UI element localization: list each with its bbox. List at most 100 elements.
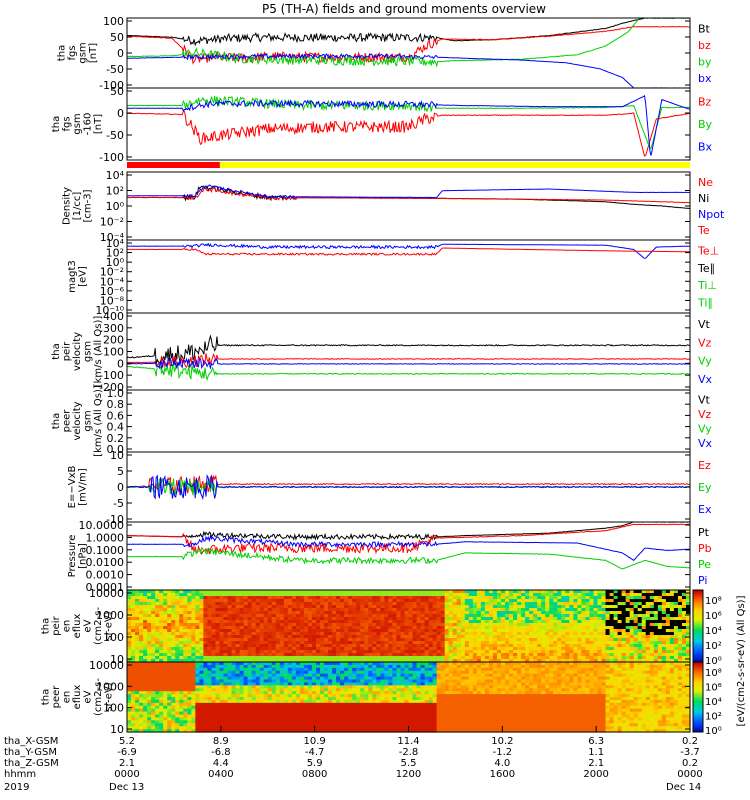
heatmap-cell [235, 685, 241, 689]
heatmap-cell [460, 647, 466, 651]
heatmap-cell [239, 708, 245, 713]
heatmap-cell [271, 617, 277, 621]
heatmap-cell [633, 608, 639, 612]
heatmap-cell [183, 620, 188, 624]
heatmap-cell [356, 656, 361, 660]
heatmap-cell [243, 726, 249, 730]
heatmap-cell [557, 626, 562, 630]
series-line-npot [127, 184, 690, 199]
heatmap-cell [673, 620, 679, 624]
heatmap-cell [589, 641, 595, 645]
heatmap-cell [251, 635, 257, 639]
y-axis-label-line: gsm [83, 341, 94, 362]
heatmap-cell [175, 638, 180, 642]
heatmap-cell [235, 620, 241, 624]
heatmap-cell [187, 685, 192, 689]
heatmap-cell [376, 599, 381, 603]
heatmap-cell [324, 685, 329, 689]
heatmap-cell [239, 620, 245, 624]
heatmap-cell [625, 626, 631, 630]
heatmap-cell [484, 626, 490, 630]
heatmap-cell [299, 667, 305, 672]
heatmap-cell [384, 620, 389, 624]
heatmap-cell [243, 702, 249, 707]
heatmap-cell [424, 611, 430, 615]
heatmap-cell [139, 667, 144, 672]
heatmap-cell [191, 729, 196, 733]
series-line-bx [127, 52, 690, 88]
heatmap-cell [143, 676, 148, 681]
heatmap-cell [513, 599, 518, 603]
heatmap-cell [436, 650, 442, 654]
heatmap-cell [303, 608, 309, 612]
heatmap-cell [625, 647, 631, 651]
heatmap-cell [307, 653, 313, 657]
heatmap-cell [247, 617, 253, 621]
heatmap-cell [159, 635, 164, 639]
heatmap-cell [416, 593, 422, 597]
heatmap-cell [472, 596, 478, 600]
heatmap-cell [613, 626, 619, 630]
heatmap-cell [163, 656, 168, 660]
y-axis-label-line: tha [56, 45, 67, 61]
heatmap-cell [259, 617, 265, 621]
heatmap-cell [641, 623, 647, 627]
heatmap-cell [311, 659, 317, 663]
heatmap-cell [263, 644, 269, 648]
heatmap-cell [637, 635, 643, 639]
heatmap-cell [500, 647, 506, 651]
heatmap-cell [127, 596, 132, 600]
heatmap-cell [380, 593, 385, 597]
heatmap-cell [143, 614, 148, 618]
heatmap-cell [488, 617, 494, 621]
heatmap-cell [324, 670, 329, 675]
heatmap-cell [324, 726, 329, 730]
heatmap-cell [629, 641, 635, 645]
heatmap-cell [424, 614, 430, 618]
heatmap-cell [287, 623, 293, 627]
heatmap-cell [452, 605, 458, 609]
heatmap-cell [147, 614, 152, 618]
heatmap-cell [303, 638, 309, 642]
heatmap-cell [597, 596, 603, 600]
heatmap-cell [316, 617, 321, 621]
heatmap-cell [384, 626, 389, 630]
heatmap-cell [424, 623, 430, 627]
heatmap-cell [541, 611, 546, 615]
heatmap-cell [525, 605, 530, 609]
heatmap-cell [223, 729, 229, 733]
heatmap-cell [521, 611, 526, 615]
heatmap-cell [316, 647, 321, 651]
heatmap-cell [135, 708, 140, 713]
heatmap-cell [340, 702, 345, 707]
heatmap-cell [151, 729, 156, 733]
heatmap-cell [428, 650, 434, 654]
heatmap-cell [271, 714, 277, 719]
heatmap-cell [661, 605, 667, 609]
heatmap-cell [320, 638, 325, 642]
heatmap-cell [295, 590, 301, 594]
heatmap-cell [139, 593, 144, 597]
heatmap-cell [637, 656, 643, 660]
heatmap-cell [307, 647, 313, 651]
heatmap-cell [307, 635, 313, 639]
heatmap-cell [151, 656, 156, 660]
heatmap-cell [151, 608, 156, 612]
heatmap-cell [521, 620, 526, 624]
heatmap-cell [400, 644, 406, 648]
heatmap-cell [557, 620, 562, 624]
series-line-vx [127, 357, 690, 371]
heatmap-cell [324, 608, 329, 612]
heatmap-cell [444, 635, 450, 639]
heatmap-cell [509, 650, 514, 654]
heatmap-cell [545, 611, 550, 615]
heatmap-cell [135, 711, 140, 716]
heatmap-cell [143, 688, 148, 692]
heatmap-cell [328, 726, 333, 730]
y-axis-label-line: Pressure [67, 535, 78, 578]
heatmap-cell [621, 641, 627, 645]
heatmap-cell [328, 702, 333, 707]
heatmap-cell [147, 726, 152, 730]
heatmap-cell [380, 602, 385, 606]
heatmap-cell [521, 653, 526, 657]
